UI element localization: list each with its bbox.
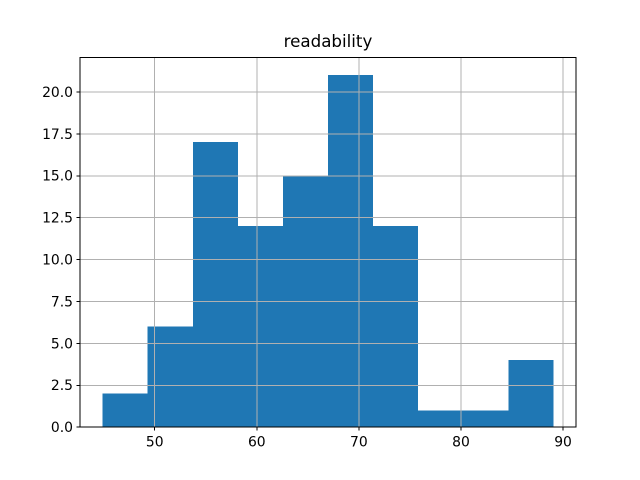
bars-layer	[102, 75, 554, 428]
histogram-bar	[418, 410, 464, 428]
y-tick-label: 20.0	[42, 85, 73, 101]
y-tick-label: 10.0	[42, 252, 73, 268]
x-tick-label: 60	[248, 435, 266, 451]
plot-border	[79, 57, 577, 428]
histogram-bar	[328, 75, 374, 428]
y-tick-label: 17.5	[42, 127, 73, 143]
y-tick-label: 0.0	[51, 420, 73, 436]
label-layer: 50 60 70 80 90 0.0 2.5 5.0 7.5 10.0 12.5 15.0 17.5 20…	[42, 85, 572, 451]
y-tick-label: 5.0	[51, 336, 73, 352]
y-tick-label: 15.0	[42, 169, 73, 185]
histogram-bar	[508, 360, 554, 428]
x-tick-label: 70	[350, 435, 368, 451]
y-tick-label: 12.5	[42, 211, 73, 227]
x-tick-label: 90	[554, 435, 572, 451]
tick-layer	[76, 91, 564, 431]
chart-title: readability	[284, 31, 373, 51]
histogram-bar	[102, 393, 148, 428]
histogram-bar	[373, 226, 419, 428]
histogram-bar	[237, 226, 283, 428]
x-tick-label: 80	[452, 435, 470, 451]
y-tick-label: 7.5	[51, 294, 73, 310]
x-tick-label: 50	[146, 435, 164, 451]
histogram-bar	[192, 142, 238, 428]
histogram-bar	[463, 410, 509, 428]
y-tick-label: 2.5	[51, 378, 73, 394]
spine-layer	[79, 57, 577, 428]
